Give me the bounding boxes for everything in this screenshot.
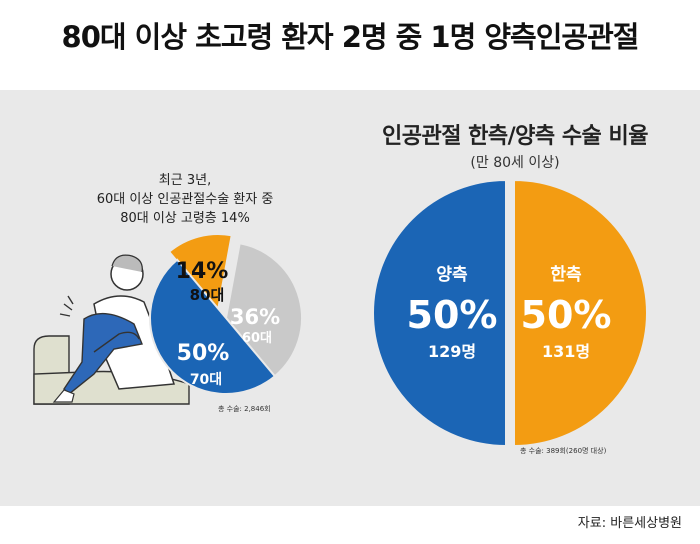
slice-label-both-sides-count: 129명 xyxy=(428,342,476,361)
slice-label-both-sides-percent: 50% xyxy=(407,293,498,337)
headline: 80대 이상 초고령 환자 2명 중 1명 양측인공관절 xyxy=(61,20,640,54)
slice-label-60s-percent: 36% xyxy=(230,305,280,329)
pie-age-distribution: 14% 80대 36% 60대 50% 70대 xyxy=(149,233,303,395)
pie-slice-80s xyxy=(167,233,233,313)
left-total-note: 총 수술: 2,846회 xyxy=(218,405,271,413)
caption-line: 80대 이상 고령층 14% xyxy=(120,211,250,226)
slice-label-60s-name: 60대 xyxy=(242,331,272,346)
slice-label-80s-name: 80대 xyxy=(190,286,225,304)
left-caption: 최근 3년, 60대 이상 인공관절수술 환자 중 80대 이상 고령층 14% xyxy=(70,171,300,228)
caption-line: 60대 이상 인공관절수술 환자 중 xyxy=(96,192,274,207)
slice-label-both-sides-name: 양측 xyxy=(436,265,468,285)
right-chart-title: 인공관절 한측/양측 수술 비율 xyxy=(382,124,648,149)
slice-label-80s-percent: 14% xyxy=(176,259,229,284)
pie-slice-70s xyxy=(149,258,277,395)
right-total-note: 총 수술: 389회(260명 대상) xyxy=(520,447,607,455)
slice-label-70s-name: 70대 xyxy=(190,372,222,388)
pie-slice-one-side xyxy=(513,178,648,448)
pie-slice-60s xyxy=(224,242,303,378)
slice-label-one-side-count: 131명 xyxy=(542,342,590,361)
caption-line: 최근 3년, xyxy=(158,173,212,188)
elderly-person-knee-pain-illustration xyxy=(33,254,190,405)
slice-label-one-side-percent: 50% xyxy=(521,293,612,337)
right-chart-subtitle: (만 80세 이상) xyxy=(470,155,560,171)
source-credit: 자료: 바른세상병원 xyxy=(577,516,682,531)
pie-surgery-type: 한측 50% 131명 양측 50% 129명 xyxy=(372,178,648,448)
slice-label-70s-percent: 50% xyxy=(177,341,230,366)
pie-slice-both-sides xyxy=(372,178,507,448)
slice-label-one-side-name: 한측 xyxy=(550,265,582,285)
